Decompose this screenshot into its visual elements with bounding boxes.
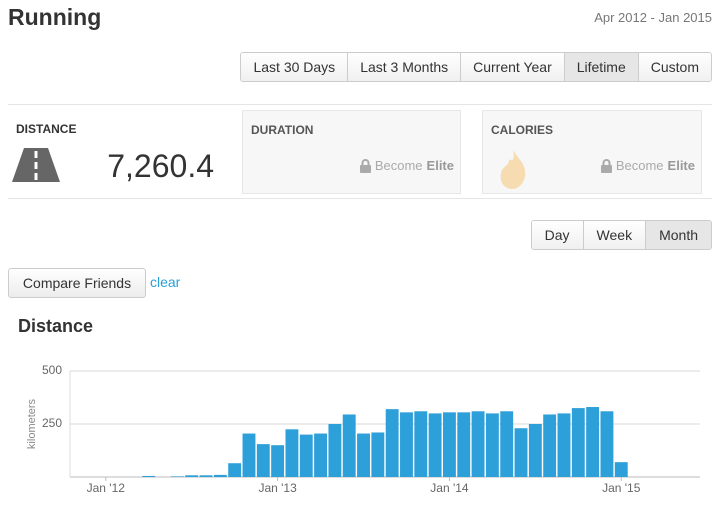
tab[interactable]: Month [645,221,711,249]
bar [285,429,299,477]
y-axis-label: kilometers [26,398,38,449]
bar [428,413,442,477]
calories-stat: CALORIES Become Elite [482,110,702,194]
bar [514,428,528,477]
x-tick-label: Jan '14 [430,481,469,495]
bar [371,432,385,477]
distance-stat: DISTANCE 7,260.4 [8,110,232,192]
bar [586,407,600,477]
bar [142,475,156,477]
stat-value: 7,260.4 [107,148,214,184]
bar [256,444,270,477]
bar [557,413,571,477]
bar [314,433,328,477]
bar [457,412,471,477]
bar [442,412,456,477]
bar [271,445,285,477]
bar [485,413,499,477]
bar [228,463,242,477]
tab[interactable]: Last 30 Days [241,53,348,81]
bar [242,433,256,477]
flame-icon [500,149,526,189]
bar [614,462,628,477]
divider [8,198,712,199]
bar [185,475,199,477]
lock-note: Become Elite [600,158,695,173]
stat-label: CALORIES [491,123,554,137]
bar [199,475,213,477]
lock-strong: Elite [426,158,454,173]
lock-text: Become [374,158,423,173]
range-tabs: Last 30 Days Last 3 Months Current Year Lif… [240,52,712,82]
bar [414,411,428,477]
bar [571,408,585,477]
chart-title: Distance [18,316,93,336]
road-icon [12,148,60,182]
bar [213,474,227,477]
x-tick-label: Jan '13 [258,481,297,495]
compare-button[interactable]: Compare Friends [8,268,146,298]
bar [342,414,356,477]
tab[interactable]: Current Year [460,53,564,81]
period-tabs: Day Week Month [530,220,712,250]
bar [543,414,557,477]
lock-icon [359,158,371,173]
date-range: Apr 2012 - Jan 2015 [594,10,712,25]
y-tick-label: 500 [42,363,62,377]
bar [528,424,542,477]
lock-icon [600,158,612,173]
duration-stat: DURATION Become Elite [242,110,461,194]
bar [471,411,485,477]
lock-note: Become Elite [359,158,454,173]
divider [8,104,712,105]
x-tick-label: Jan '15 [602,481,641,495]
stat-label: DISTANCE [16,122,77,136]
bar [385,409,399,477]
bar [357,433,370,477]
bar [170,476,184,477]
bar [500,411,514,477]
page-title: Running [8,4,102,30]
bar [299,434,313,477]
bar [400,412,413,477]
tab[interactable]: Last 3 Months [347,53,461,81]
bar [600,411,614,477]
stat-label: DURATION [251,123,314,137]
tab[interactable]: Lifetime [563,53,638,81]
x-tick-label: Jan '12 [87,481,126,495]
tab[interactable]: Week [582,221,646,249]
tab[interactable]: Custom [637,53,711,81]
bar [328,424,342,477]
lock-text: Become [615,158,664,173]
clear-link[interactable]: clear [150,274,181,290]
tab[interactable]: Day [531,221,583,249]
y-tick-label: 250 [42,416,62,430]
lock-strong: Elite [667,158,695,173]
